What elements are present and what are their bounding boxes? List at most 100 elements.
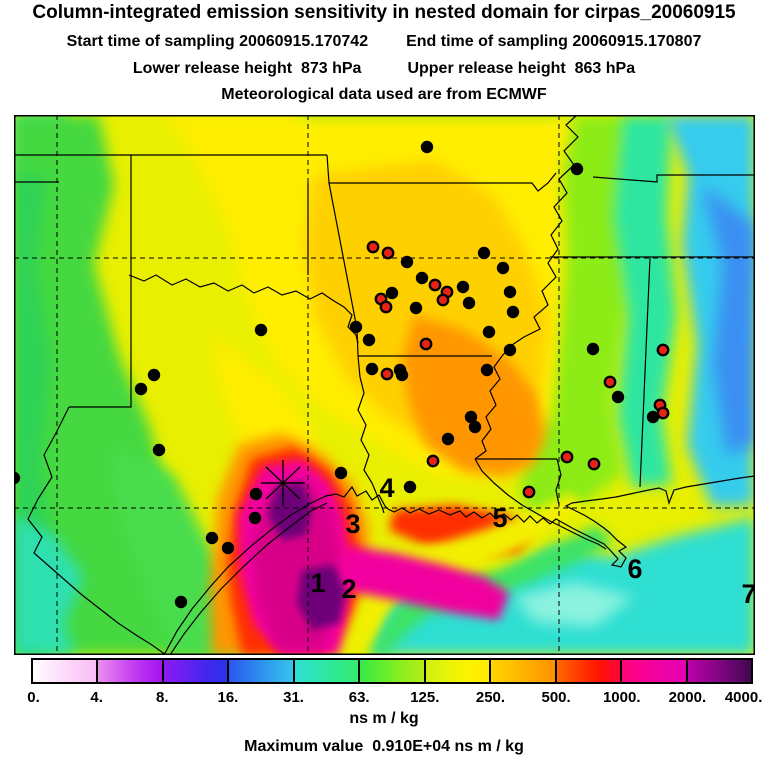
colorbar-block	[687, 660, 751, 682]
station-dot-black	[496, 261, 510, 275]
station-dot-black	[409, 301, 423, 315]
colorbar-tick-label: 500.	[541, 689, 571, 706]
station-dot-black	[248, 511, 262, 525]
region-number: 2	[341, 574, 356, 604]
red-river	[128, 274, 359, 344]
station-dot-black	[480, 363, 494, 377]
field-blob-magenta-coast	[336, 545, 509, 620]
colorbar-tick-label: 1000.	[602, 689, 641, 706]
release-location-marker	[261, 460, 305, 506]
colorbar-block	[425, 660, 492, 682]
texas-barrier-islands	[169, 502, 328, 655]
plot-title: Column-integrated emission sensitivity i…	[32, 2, 736, 23]
colorbar-block	[556, 660, 623, 682]
station-dot-red	[381, 246, 395, 260]
colorbar	[31, 658, 753, 684]
station-dot-black	[468, 420, 482, 434]
station-dot-red	[603, 375, 617, 389]
colorbar-tick-label: 125.	[410, 689, 440, 706]
mississippi-river-lower	[474, 458, 607, 550]
station-dot-black	[147, 368, 161, 382]
end-time-text: End time of sampling 20060915.170807	[406, 33, 702, 50]
station-dot-red	[379, 300, 393, 314]
sensitivity-field	[14, 115, 755, 655]
colorbar-tick-label: 4000.	[724, 689, 763, 706]
station-dot-black	[503, 343, 517, 357]
field-blob-east-spring	[612, 115, 677, 487]
border-tn-upper	[592, 174, 755, 183]
station-dot-red	[428, 278, 442, 292]
colorbar-block	[229, 660, 295, 682]
region-number: 7	[741, 579, 755, 609]
field-blob-gulf-light	[514, 582, 634, 627]
region-number: 1	[310, 568, 325, 598]
colorbar-block	[98, 660, 164, 682]
station-dot-black	[482, 325, 496, 339]
stations-red-group	[366, 240, 670, 499]
colorbar-tick-label: 2000.	[668, 689, 707, 706]
field-blob-east-blue	[702, 185, 755, 455]
colorbar-block	[33, 660, 99, 682]
station-dot-black	[586, 342, 600, 356]
border-ok-mo	[326, 154, 330, 184]
colorbar-block	[163, 660, 230, 682]
station-dot-red	[560, 450, 574, 464]
station-dot-black	[205, 531, 219, 545]
region-number: 5	[492, 503, 507, 533]
station-dot-red	[419, 337, 433, 351]
station-dot-red	[656, 406, 670, 420]
stations-black-group	[14, 140, 660, 609]
station-dot-black	[334, 466, 348, 480]
field-blob-se-yellow	[352, 493, 586, 655]
station-dot-black	[456, 280, 470, 294]
colorbar-block	[294, 660, 361, 682]
start-time-text: Start time of sampling 20060915.170742	[66, 33, 369, 50]
station-dot-black	[611, 390, 625, 404]
colorbar-tick-label: 16.	[217, 689, 239, 706]
station-dot-black	[441, 432, 455, 446]
station-dot-black	[420, 140, 434, 154]
station-dot-black	[415, 271, 429, 285]
colorbar-block	[622, 660, 688, 682]
border-tx-nm	[69, 155, 132, 408]
station-dot-red	[587, 457, 601, 471]
border-ms-al	[639, 257, 651, 488]
station-dot-black	[503, 285, 517, 299]
station-dot-black	[362, 333, 376, 347]
station-dot-red	[522, 485, 536, 499]
upper-release-text: Upper release height 863 hPa	[407, 60, 636, 77]
field-blob-west-green	[14, 115, 219, 655]
station-dot-black	[221, 541, 235, 555]
station-dot-black	[400, 255, 414, 269]
region-number: 3	[345, 509, 360, 539]
station-dot-black	[570, 162, 584, 176]
colorbar-block	[360, 660, 426, 682]
geography-lines	[14, 115, 755, 655]
station-dot-red	[436, 293, 450, 307]
rio-grande-river	[27, 406, 167, 655]
max-value-text: Maximum value 0.910E+04 ns m / kg	[244, 738, 524, 755]
station-dot-red	[426, 454, 440, 468]
colorbar-tick-label: 8.	[156, 689, 169, 706]
station-dot-black	[403, 480, 417, 494]
station-dot-black	[152, 443, 166, 457]
station-dot-black	[395, 368, 409, 382]
border-tx-ar-la-sabine	[356, 328, 385, 514]
station-dot-black	[385, 286, 399, 300]
station-dot-black	[174, 595, 188, 609]
station-dot-black	[464, 410, 478, 424]
station-dot-red	[366, 240, 380, 254]
gulf-coastline	[163, 475, 755, 655]
colorbar-tick-label: 31.	[283, 689, 304, 706]
border-ok-ar	[328, 182, 358, 330]
station-dot-black	[249, 487, 263, 501]
border-mo-ar	[329, 172, 557, 192]
station-dot-black	[254, 323, 268, 337]
station-dot-black	[462, 296, 476, 310]
field-blob-sw-teal	[14, 515, 84, 655]
release-star-ray	[265, 466, 301, 500]
met-source-text: Meteorological data used are from ECMWF	[221, 86, 547, 103]
